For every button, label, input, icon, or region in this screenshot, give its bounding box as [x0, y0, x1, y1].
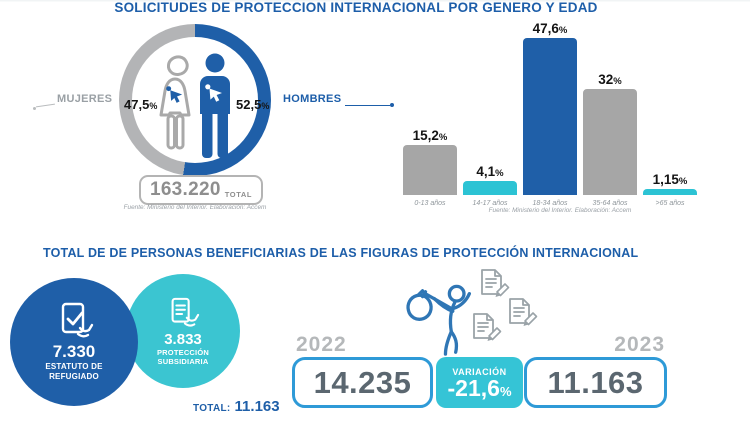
bar-column: 1,15% >65 años: [643, 22, 697, 207]
subsidiary-protection-circle: 3.833 PROTECCIÓN SUBSIDIARIA: [126, 274, 240, 388]
subsidiary-protection-value: 3.833: [164, 330, 202, 348]
pointer-line: [345, 105, 390, 107]
bar-category-label: 18-34 años: [532, 200, 568, 207]
bar-column: 4,1% 14-17 años: [463, 22, 517, 207]
man-icon: [200, 53, 230, 158]
refugee-status-value: 7.330: [52, 342, 96, 362]
variation-label: VARIACIÓN: [452, 366, 507, 377]
bar: [583, 89, 637, 195]
year-2022-label: 2022: [296, 333, 347, 356]
bar-value-label: 4,1%: [476, 164, 504, 179]
pointer-dot: [390, 103, 394, 107]
beneficiaries-total-value: 11.163: [234, 398, 280, 415]
source-note: Fuente: Ministerio del Interior. Elabora…: [123, 204, 267, 211]
document-hand-icon: [171, 297, 200, 327]
men-label: HOMBRES: [283, 93, 342, 105]
bar-column: 15,2% 0-13 años: [403, 22, 457, 207]
value-box-2023: 11.163: [524, 357, 667, 408]
applications-total-box: 163.220 TOTAL: [139, 175, 263, 205]
pointer-line: [35, 103, 56, 108]
refugee-status-label: ESTATUTO DE REFUGIADO: [45, 362, 103, 381]
migrant-person-icon: [406, 284, 472, 356]
beneficiaries-total: TOTAL: 11.163: [193, 398, 280, 415]
bar-column: 47,6% 18-34 años: [523, 21, 577, 207]
bar: [523, 38, 577, 195]
section1-title: SOLICITUDES DE PROTECCIÓN INTERNACIONAL …: [114, 0, 598, 15]
refugee-status-circle: 7.330 ESTATUTO DE REFUGIADO: [10, 278, 138, 406]
bar-category-label: 0-13 años: [414, 200, 446, 207]
applications-total-value: 163.220: [149, 179, 221, 200]
age-bar-chart: 15,2% 0-13 años 4,1% 14-17 años 47,6% 18-34 a…: [399, 21, 701, 207]
bar: [643, 189, 697, 195]
women-label: MUJERES: [57, 93, 113, 105]
bar-value-label: 1,15%: [652, 172, 688, 187]
bar: [403, 145, 457, 195]
bar-value-label: 32%: [598, 72, 622, 87]
woman-icon: [159, 55, 191, 150]
bar-category-label: >65 años: [655, 200, 685, 207]
source-note: Fuente: Ministerio del Interior. Elabora…: [488, 207, 632, 214]
bar-category-label: 35-64 años: [592, 200, 628, 207]
variation-box: VARIACIÓN -21,6%: [436, 357, 523, 408]
bar-value-label: 15,2%: [412, 128, 448, 143]
pointer-dot: [33, 107, 36, 110]
bar-column: 32% 35-64 años: [583, 22, 637, 207]
section-divider: [0, 0, 750, 2]
men-percentage: 52,5%: [236, 97, 270, 112]
bar: [463, 181, 517, 195]
applications-total-label: TOTAL: [224, 190, 253, 199]
bar-category-label: 14-17 años: [472, 200, 508, 207]
year-2023-label: 2023: [614, 333, 665, 356]
bar-value-label: 47,6%: [532, 21, 568, 36]
subsidiary-protection-label: PROTECCIÓN SUBSIDIARIA: [156, 347, 209, 366]
documents-icon: [473, 269, 538, 342]
variation-value: -21,6%: [447, 374, 512, 401]
document-check-icon: [61, 303, 94, 338]
beneficiaries-total-label: TOTAL:: [193, 403, 231, 414]
women-percentage: 47,5%: [124, 97, 158, 112]
value-box-2022: 14.235: [292, 357, 433, 408]
gender-donut-chart: [119, 24, 271, 176]
section2-title: TOTAL DE DE PERSONAS BENEFICIARIAS DE LA…: [43, 246, 639, 260]
